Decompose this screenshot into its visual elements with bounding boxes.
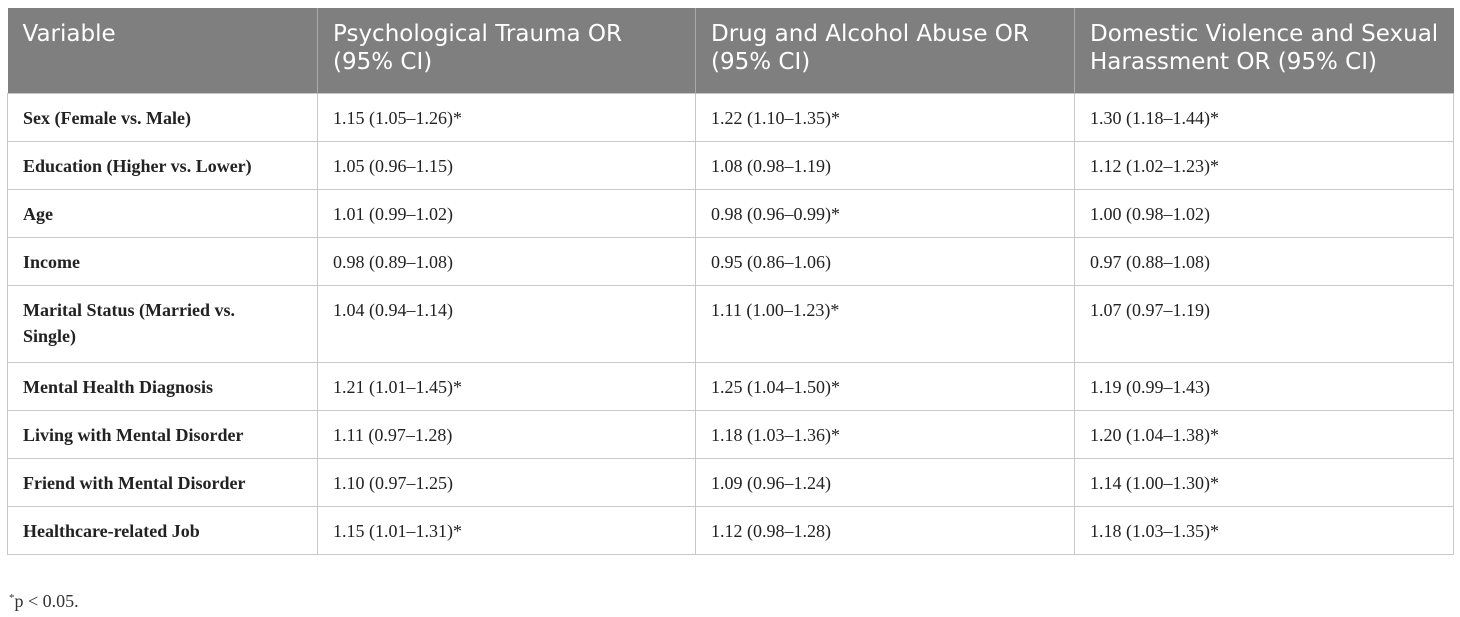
table-row: Friend with Mental Disorder 1.10 (0.97–1…	[7, 457, 1454, 507]
variable-cell: Income	[7, 236, 318, 286]
footnote-text: p < 0.05.	[14, 591, 79, 611]
variable-cell: Education (Higher vs. Lower)	[7, 140, 318, 190]
violence-or-cell: 1.18 (1.03–1.35)*	[1074, 505, 1454, 555]
drug-or-cell: 1.12 (0.98–1.28)	[695, 505, 1075, 555]
trauma-or-cell: 1.10 (0.97–1.25)	[317, 457, 696, 507]
trauma-or-cell: 1.15 (1.01–1.31)*	[317, 505, 696, 555]
header-psychological-trauma: Psychological Trauma OR (95% CI)	[317, 8, 696, 93]
table-row: Healthcare-related Job 1.15 (1.01–1.31)*…	[7, 505, 1454, 555]
variable-cell: Mental Health Diagnosis	[7, 361, 318, 411]
drug-or-cell: 0.95 (0.86–1.06)	[695, 236, 1075, 286]
odds-ratio-table-container: Variable Psychological Trauma OR (95% CI…	[7, 8, 1454, 555]
variable-cell: Living with Mental Disorder	[7, 409, 318, 459]
violence-or-cell: 0.97 (0.88–1.08)	[1074, 236, 1454, 286]
variable-cell: Healthcare-related Job	[7, 505, 318, 555]
trauma-or-cell: 1.21 (1.01–1.45)*	[317, 361, 696, 411]
table-header-row: Variable Psychological Trauma OR (95% CI…	[7, 8, 1454, 93]
violence-or-cell: 1.07 (0.97–1.19)	[1074, 284, 1454, 363]
violence-or-cell: 1.20 (1.04–1.38)*	[1074, 409, 1454, 459]
drug-or-cell: 1.25 (1.04–1.50)*	[695, 361, 1075, 411]
violence-or-cell: 1.19 (0.99–1.43)	[1074, 361, 1454, 411]
footnote-marker: *	[9, 592, 15, 604]
trauma-or-cell: 1.15 (1.05–1.26)*	[317, 92, 696, 142]
trauma-or-cell: 1.01 (0.99–1.02)	[317, 188, 696, 238]
table-row: Income 0.98 (0.89–1.08) 0.95 (0.86–1.06)…	[7, 236, 1454, 286]
table-row: Age 1.01 (0.99–1.02) 0.98 (0.96–0.99)* 1…	[7, 188, 1454, 238]
trauma-or-cell: 1.05 (0.96–1.15)	[317, 140, 696, 190]
table-row: Mental Health Diagnosis 1.21 (1.01–1.45)…	[7, 361, 1454, 411]
drug-or-cell: 1.08 (0.98–1.19)	[695, 140, 1075, 190]
trauma-or-cell: 1.11 (0.97–1.28)	[317, 409, 696, 459]
drug-or-cell: 1.11 (1.00–1.23)*	[695, 284, 1075, 363]
violence-or-cell: 1.14 (1.00–1.30)*	[1074, 457, 1454, 507]
header-domestic-violence: Domestic Violence and Sexual Harassment …	[1074, 8, 1454, 93]
table-row: Sex (Female vs. Male) 1.15 (1.05–1.26)* …	[7, 92, 1454, 142]
trauma-or-cell: 0.98 (0.89–1.08)	[317, 236, 696, 286]
header-drug-alcohol-abuse: Drug and Alcohol Abuse OR (95% CI)	[695, 8, 1075, 93]
header-variable: Variable	[7, 8, 318, 93]
variable-cell: Friend with Mental Disorder	[7, 457, 318, 507]
violence-or-cell: 1.00 (0.98–1.02)	[1074, 188, 1454, 238]
table-row: Education (Higher vs. Lower) 1.05 (0.96–…	[7, 140, 1454, 190]
odds-ratio-table: Variable Psychological Trauma OR (95% CI…	[7, 8, 1454, 555]
table-row: Marital Status (Married vs. Single) 1.04…	[7, 284, 1454, 363]
table-row: Living with Mental Disorder 1.11 (0.97–1…	[7, 409, 1454, 459]
violence-or-cell: 1.30 (1.18–1.44)*	[1074, 92, 1454, 142]
trauma-or-cell: 1.04 (0.94–1.14)	[317, 284, 696, 363]
drug-or-cell: 0.98 (0.96–0.99)*	[695, 188, 1075, 238]
drug-or-cell: 1.09 (0.96–1.24)	[695, 457, 1075, 507]
table-footnote: *p < 0.05.	[9, 591, 79, 612]
violence-or-cell: 1.12 (1.02–1.23)*	[1074, 140, 1454, 190]
variable-cell: Sex (Female vs. Male)	[7, 92, 318, 142]
variable-cell: Age	[7, 188, 318, 238]
variable-cell: Marital Status (Married vs. Single)	[7, 284, 318, 363]
drug-or-cell: 1.22 (1.10–1.35)*	[695, 92, 1075, 142]
drug-or-cell: 1.18 (1.03–1.36)*	[695, 409, 1075, 459]
